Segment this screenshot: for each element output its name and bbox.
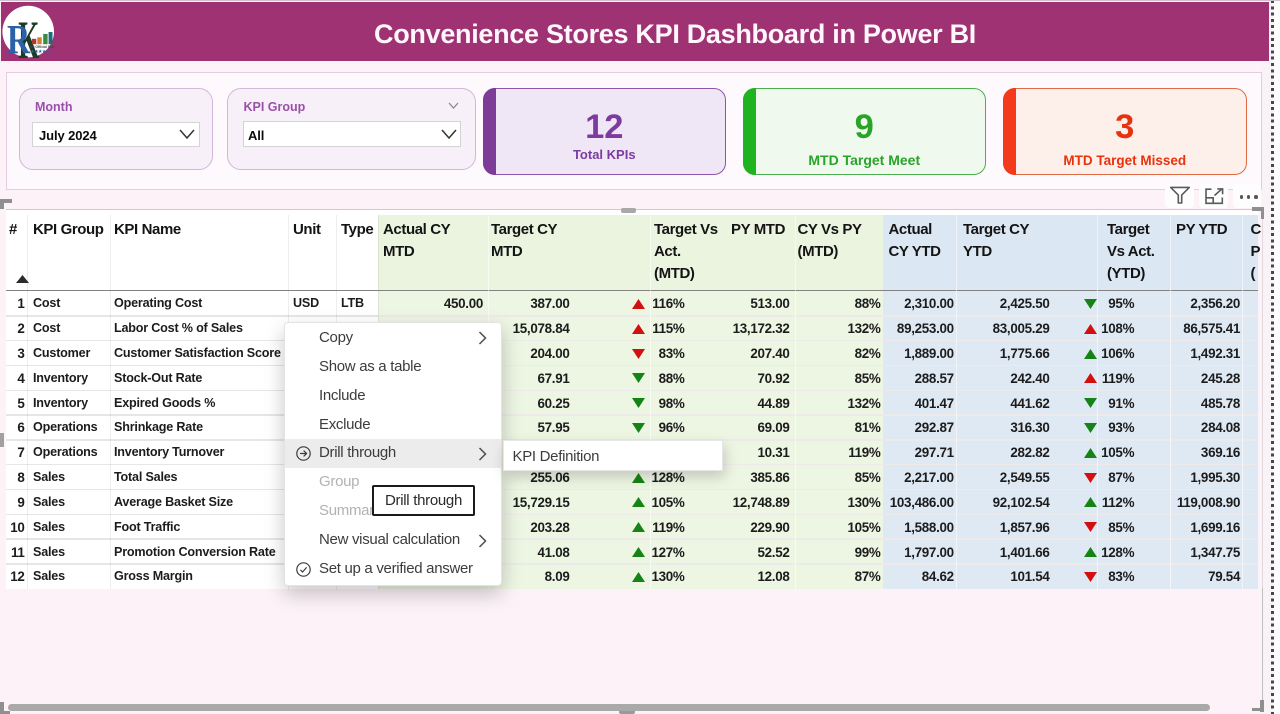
- svg-text:★★★★★: ★★★★★: [30, 49, 51, 55]
- svg-text:K: K: [18, 11, 39, 58]
- svg-text:R: R: [7, 17, 31, 58]
- svg-text:An Official Store: An Official Store: [30, 45, 55, 49]
